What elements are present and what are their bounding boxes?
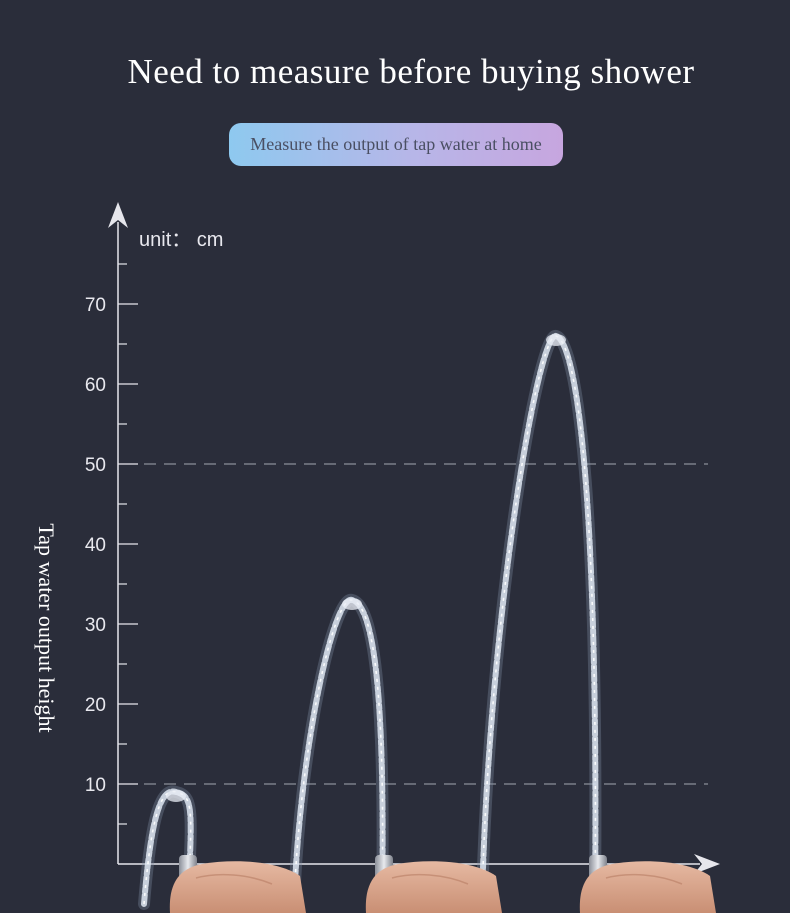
x-axis-arrow-icon bbox=[694, 854, 720, 874]
hand-holding-hose bbox=[579, 855, 716, 913]
y-axis-arrow-icon bbox=[108, 202, 128, 228]
water-jet bbox=[138, 785, 197, 910]
y-tick-label: 50 bbox=[85, 455, 106, 476]
water-jet bbox=[476, 330, 602, 910]
hand-holding-hose bbox=[365, 855, 502, 913]
y-tick-label: 40 bbox=[85, 535, 106, 556]
unit-label: unit： cm bbox=[139, 229, 224, 251]
y-axis-label: Tap water output height bbox=[34, 523, 59, 733]
y-tick-label: 60 bbox=[85, 375, 106, 396]
y-tick-label: 70 bbox=[85, 295, 106, 316]
y-tick-label: 30 bbox=[85, 615, 106, 636]
subtitle-text: Measure the output of tap water at home bbox=[250, 134, 542, 154]
y-tick-label: 20 bbox=[85, 695, 106, 716]
subtitle-pill: Measure the output of tap water at home bbox=[229, 123, 563, 166]
y-tick-label: 10 bbox=[85, 775, 106, 796]
water-jet bbox=[288, 594, 389, 910]
hand-holding-hose bbox=[169, 855, 306, 913]
page-title: Need to measure before buying shower bbox=[127, 52, 695, 91]
